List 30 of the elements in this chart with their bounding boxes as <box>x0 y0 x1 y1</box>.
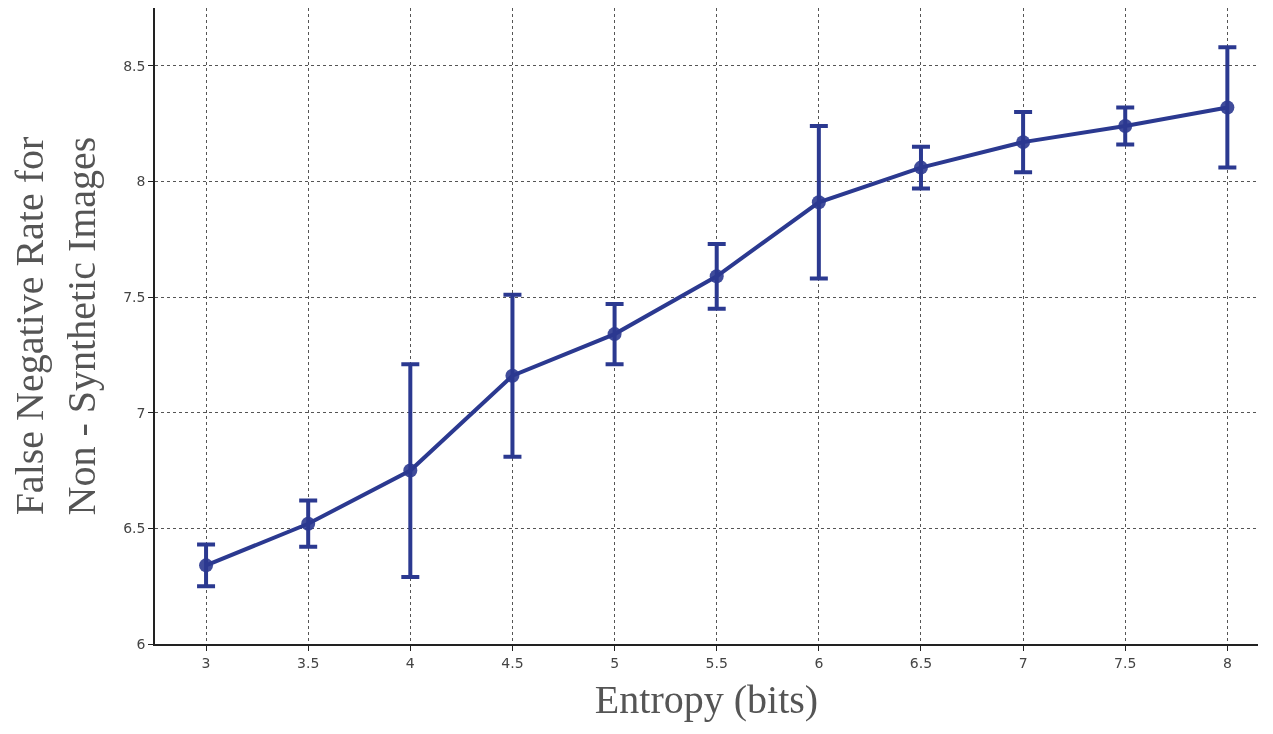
y-tick-label: 6.5 <box>123 520 146 537</box>
point <box>505 368 520 383</box>
y-axis-title: False Negative Rate for Non - Synthetic Images <box>7 136 105 516</box>
x-tick-label: 6 <box>814 654 824 671</box>
x-tick-label: 7 <box>1018 654 1028 671</box>
point <box>1016 135 1031 150</box>
x-tick-label: 6.5 <box>909 654 933 671</box>
y-tick-label: 8.5 <box>123 57 146 74</box>
x-tick-label: 7.5 <box>1114 654 1137 671</box>
x-tick-label: 5 <box>610 654 620 671</box>
point <box>709 269 724 284</box>
x-axis-title: Entropy (bits) <box>594 676 819 722</box>
y-tick-label: 7.5 <box>123 288 146 305</box>
x-tick-label: 4.5 <box>501 654 524 671</box>
x-tick-label: 3 <box>201 654 211 671</box>
x-tick-label: 5.5 <box>705 654 728 671</box>
point <box>403 463 418 478</box>
point <box>607 327 622 342</box>
point <box>1118 118 1133 133</box>
y-tick-label: 6 <box>136 635 146 652</box>
point <box>913 160 928 175</box>
point <box>1220 100 1235 115</box>
y-tick-label: 7 <box>136 404 146 421</box>
x-tick-label: 4 <box>405 654 415 671</box>
point <box>301 516 316 531</box>
point <box>811 195 826 210</box>
x-tick-label: 8 <box>1222 654 1232 671</box>
x-tick-label: 3.5 <box>297 654 320 671</box>
y-tick-label: 8 <box>136 173 146 190</box>
point <box>199 558 214 573</box>
